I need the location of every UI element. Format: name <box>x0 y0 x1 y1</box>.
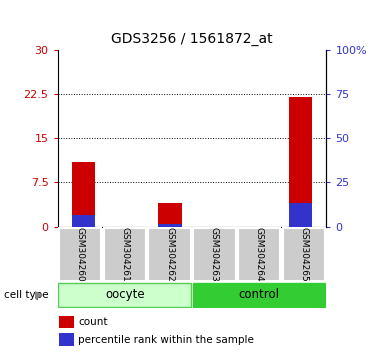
Text: GSM304262: GSM304262 <box>165 227 174 281</box>
Bar <box>289 97 312 227</box>
Text: GSM304263: GSM304263 <box>210 227 219 281</box>
Bar <box>193 283 326 307</box>
Text: GSM304261: GSM304261 <box>120 227 129 281</box>
Bar <box>72 215 95 227</box>
Bar <box>193 228 236 281</box>
Bar <box>289 203 312 227</box>
Title: GDS3256 / 1561872_at: GDS3256 / 1561872_at <box>111 32 273 46</box>
Text: GSM304265: GSM304265 <box>299 227 309 281</box>
Bar <box>238 228 280 281</box>
Text: count: count <box>78 317 108 327</box>
Text: GSM304264: GSM304264 <box>255 227 264 281</box>
Bar <box>58 283 191 307</box>
Bar <box>59 333 74 346</box>
Text: control: control <box>239 288 280 301</box>
Bar <box>59 228 101 281</box>
Bar <box>59 316 74 328</box>
Text: GSM304260: GSM304260 <box>75 227 85 281</box>
Bar <box>283 228 325 281</box>
Bar <box>72 162 95 227</box>
Text: percentile rank within the sample: percentile rank within the sample <box>78 335 254 345</box>
Bar <box>158 224 182 227</box>
Bar <box>104 228 146 281</box>
Bar <box>148 228 191 281</box>
Text: ▶: ▶ <box>35 290 44 300</box>
Text: cell type: cell type <box>4 290 48 300</box>
Bar <box>158 203 182 227</box>
Text: oocyte: oocyte <box>105 288 145 301</box>
